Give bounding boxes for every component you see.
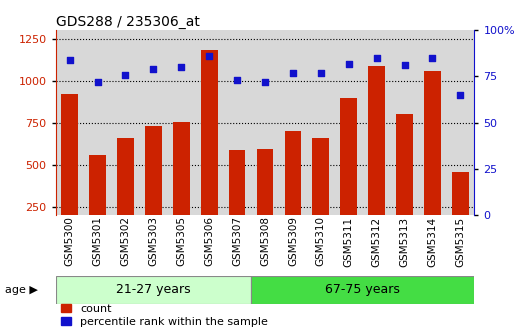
Point [233, 78, 241, 83]
Point [261, 79, 269, 85]
Point [373, 55, 381, 61]
Bar [396, 114, 413, 249]
Point [428, 55, 437, 61]
Legend: count, percentile rank within the sample: count, percentile rank within the sample [61, 303, 268, 327]
Bar [229, 150, 245, 249]
Text: 21-27 years: 21-27 years [116, 283, 191, 296]
Text: GDS288 / 235306_at: GDS288 / 235306_at [56, 15, 199, 29]
Bar [117, 138, 134, 249]
Point [177, 65, 186, 70]
Point [121, 72, 130, 77]
Point [93, 79, 102, 85]
Bar [61, 94, 78, 249]
Text: age ▶: age ▶ [5, 285, 38, 295]
Text: 67-75 years: 67-75 years [325, 283, 400, 296]
Bar [452, 172, 469, 249]
Bar [173, 122, 190, 249]
Bar [340, 98, 357, 249]
Bar [285, 131, 301, 249]
Point [316, 70, 325, 76]
Point [65, 57, 74, 62]
Bar [56, 276, 251, 304]
Bar [368, 66, 385, 249]
Point [344, 61, 353, 66]
Bar [424, 72, 441, 249]
Bar [313, 138, 329, 249]
Bar [201, 50, 217, 249]
Bar [251, 276, 474, 304]
Bar [257, 149, 273, 249]
Point [456, 92, 465, 98]
Point [400, 62, 409, 68]
Point [149, 67, 157, 72]
Bar [145, 126, 162, 249]
Bar [89, 155, 106, 249]
Point [205, 53, 214, 59]
Point [289, 70, 297, 76]
